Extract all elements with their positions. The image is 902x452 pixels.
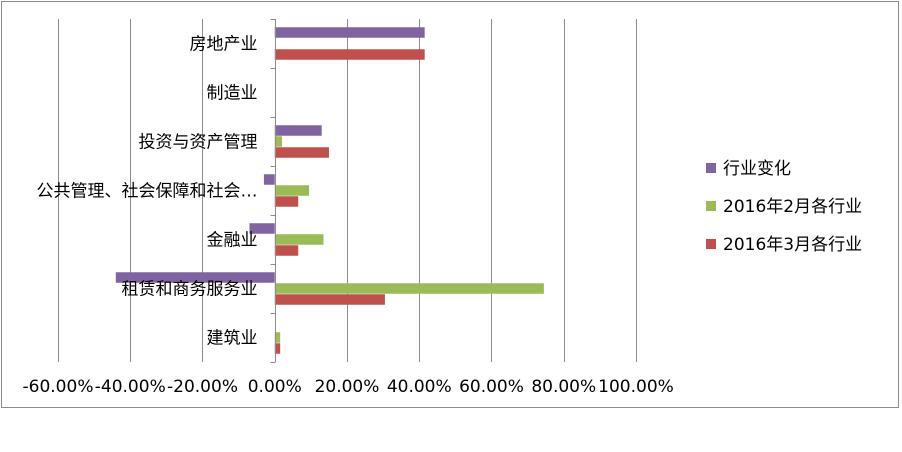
bar (274, 234, 324, 245)
bar (274, 136, 282, 147)
bar (274, 332, 281, 343)
gridlines (58, 19, 637, 362)
bar (274, 245, 299, 256)
x-tick-label: -20.00% (167, 377, 238, 397)
legend-swatch (706, 163, 716, 173)
x-tick-label: 0.00% (248, 377, 302, 397)
bar (274, 49, 425, 60)
category-label: 建筑业 (207, 329, 258, 349)
bar (115, 272, 275, 283)
legend-label: 2016年2月各行业 (723, 197, 862, 217)
legend-swatch (706, 239, 716, 249)
category-label: 房地产业 (190, 35, 258, 55)
axes (270, 19, 276, 363)
legend-label: 2016年3月各行业 (723, 235, 862, 255)
bar (274, 27, 425, 38)
category-label: 投资与资产管理 (139, 133, 258, 153)
bar (274, 147, 329, 158)
tick-labels: -60.00% -40.00% -20.00% 0.00% 20.00% 40.00% 60… (23, 377, 674, 397)
bar (274, 343, 281, 354)
chart-frame (1, 1, 899, 408)
bar (274, 196, 299, 207)
bar (274, 185, 310, 196)
x-tick-label: 40.00% (387, 377, 452, 397)
category-label: 金融业 (207, 231, 258, 251)
x-tick-label: -40.00% (95, 377, 166, 397)
x-tick-label: 60.00% (459, 377, 524, 397)
x-tick-label: 100.00% (598, 377, 674, 397)
x-tick-label: -60.00% (23, 377, 94, 397)
bar (274, 125, 322, 136)
x-tick-label: 20.00% (315, 377, 380, 397)
x-tick-label: 80.00% (531, 377, 596, 397)
legend-label: 行业变化 (723, 159, 791, 179)
category-label: 租赁和商务服务业 (122, 280, 258, 300)
legend: 行业变化 2016年2月各行业 2016年3月各行业 (706, 159, 862, 255)
category-label: 制造业 (207, 84, 258, 104)
bar (274, 294, 385, 305)
bar (263, 174, 275, 185)
legend-swatch (706, 201, 716, 211)
bar (274, 283, 544, 294)
bar (249, 223, 275, 234)
category-label: 公共管理、社会保障和社会… (37, 182, 258, 202)
bars (115, 27, 544, 354)
